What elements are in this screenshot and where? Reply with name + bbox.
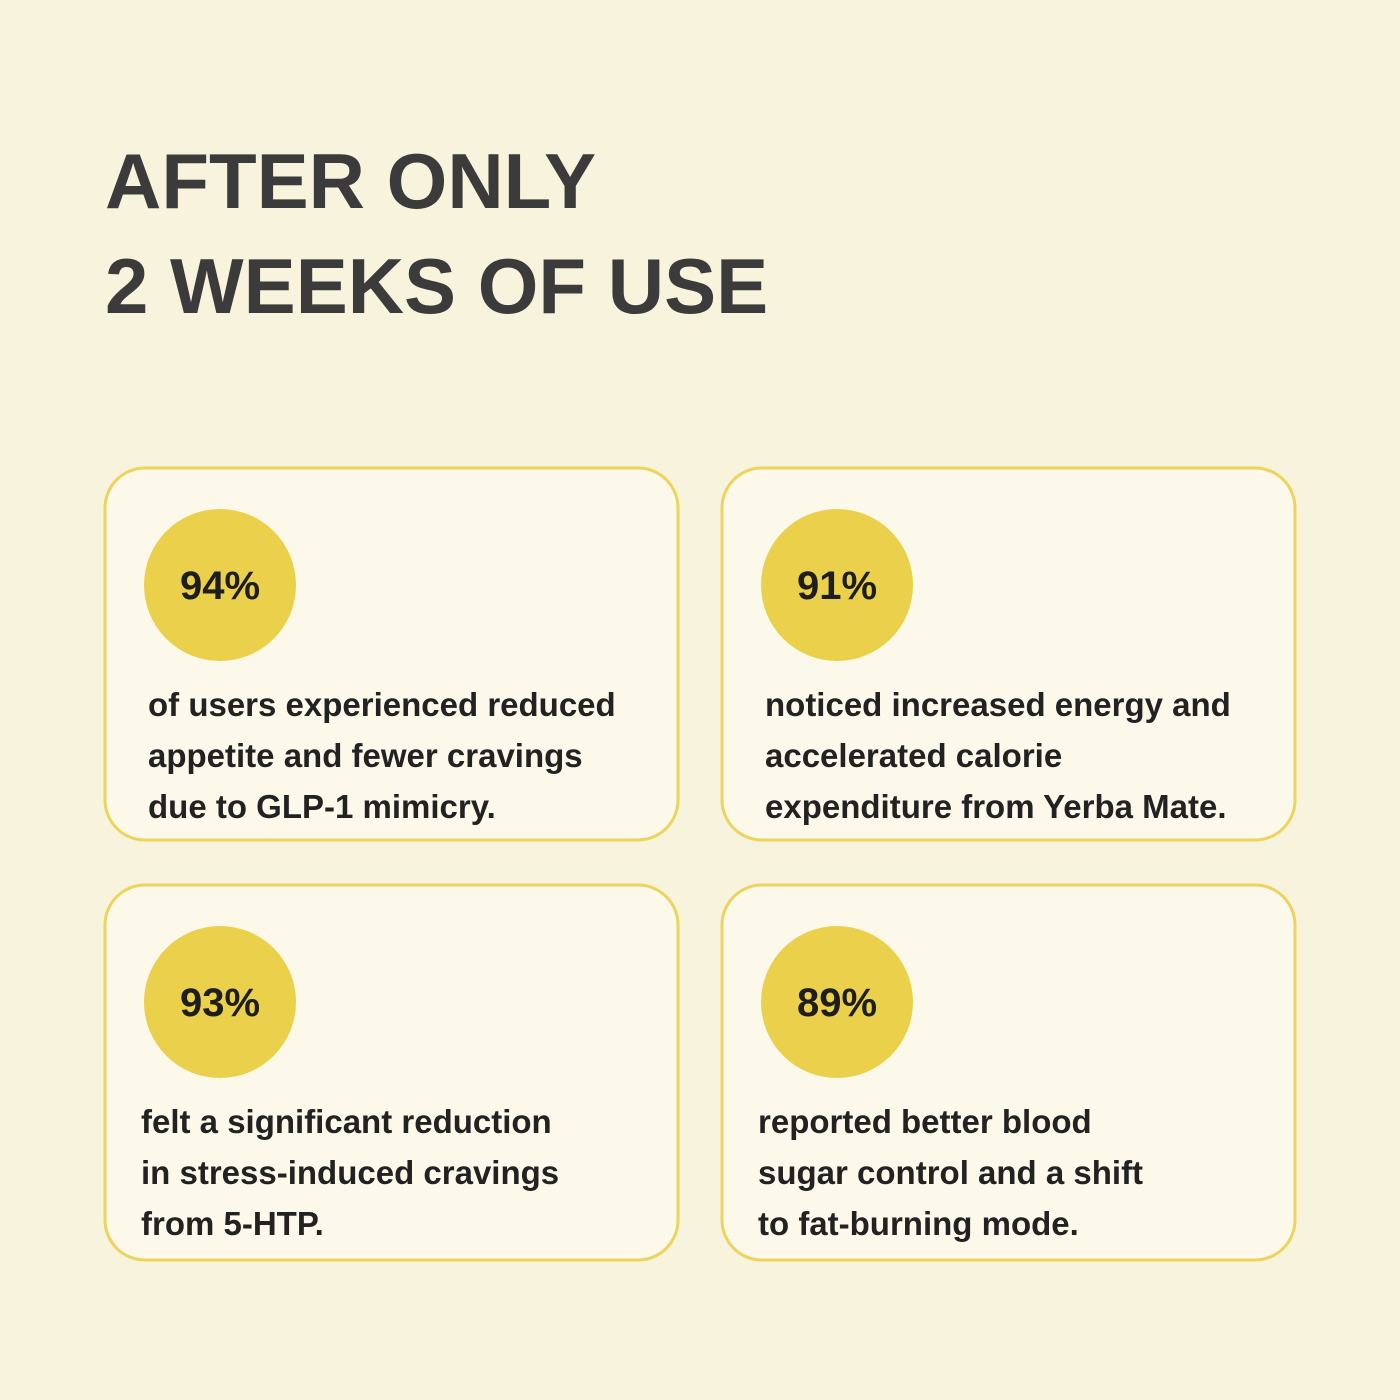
card-text: reported better blood	[758, 1103, 1092, 1140]
card-text: expenditure from Yerba Mate.	[765, 788, 1227, 825]
title-line: AFTER ONLY	[105, 137, 596, 225]
stat-badge	[761, 926, 913, 1078]
stat-value: 93%	[180, 981, 260, 1025]
card-text: sugar control and a shift	[758, 1154, 1143, 1191]
stat-badge	[144, 509, 296, 661]
stat-value: 91%	[797, 564, 877, 608]
card-text: in stress-induced cravings	[141, 1154, 559, 1191]
stat-value: 94%	[180, 564, 260, 608]
card-text: noticed increased energy and	[765, 686, 1231, 723]
stat-badge	[144, 926, 296, 1078]
stat-value: 89%	[797, 981, 877, 1025]
card-text: of users experienced reduced	[148, 686, 616, 723]
card-text: felt a significant reduction	[141, 1103, 552, 1140]
card-text: due to GLP-1 mimicry.	[148, 788, 496, 825]
card-text: appetite and fewer cravings	[148, 737, 583, 774]
card-text: accelerated calorie	[765, 737, 1062, 774]
card-text: from 5-HTP.	[141, 1205, 324, 1242]
stat-badge	[761, 509, 913, 661]
title-line: 2 WEEKS OF USE	[105, 242, 768, 330]
card-text: to fat-burning mode.	[758, 1205, 1079, 1242]
